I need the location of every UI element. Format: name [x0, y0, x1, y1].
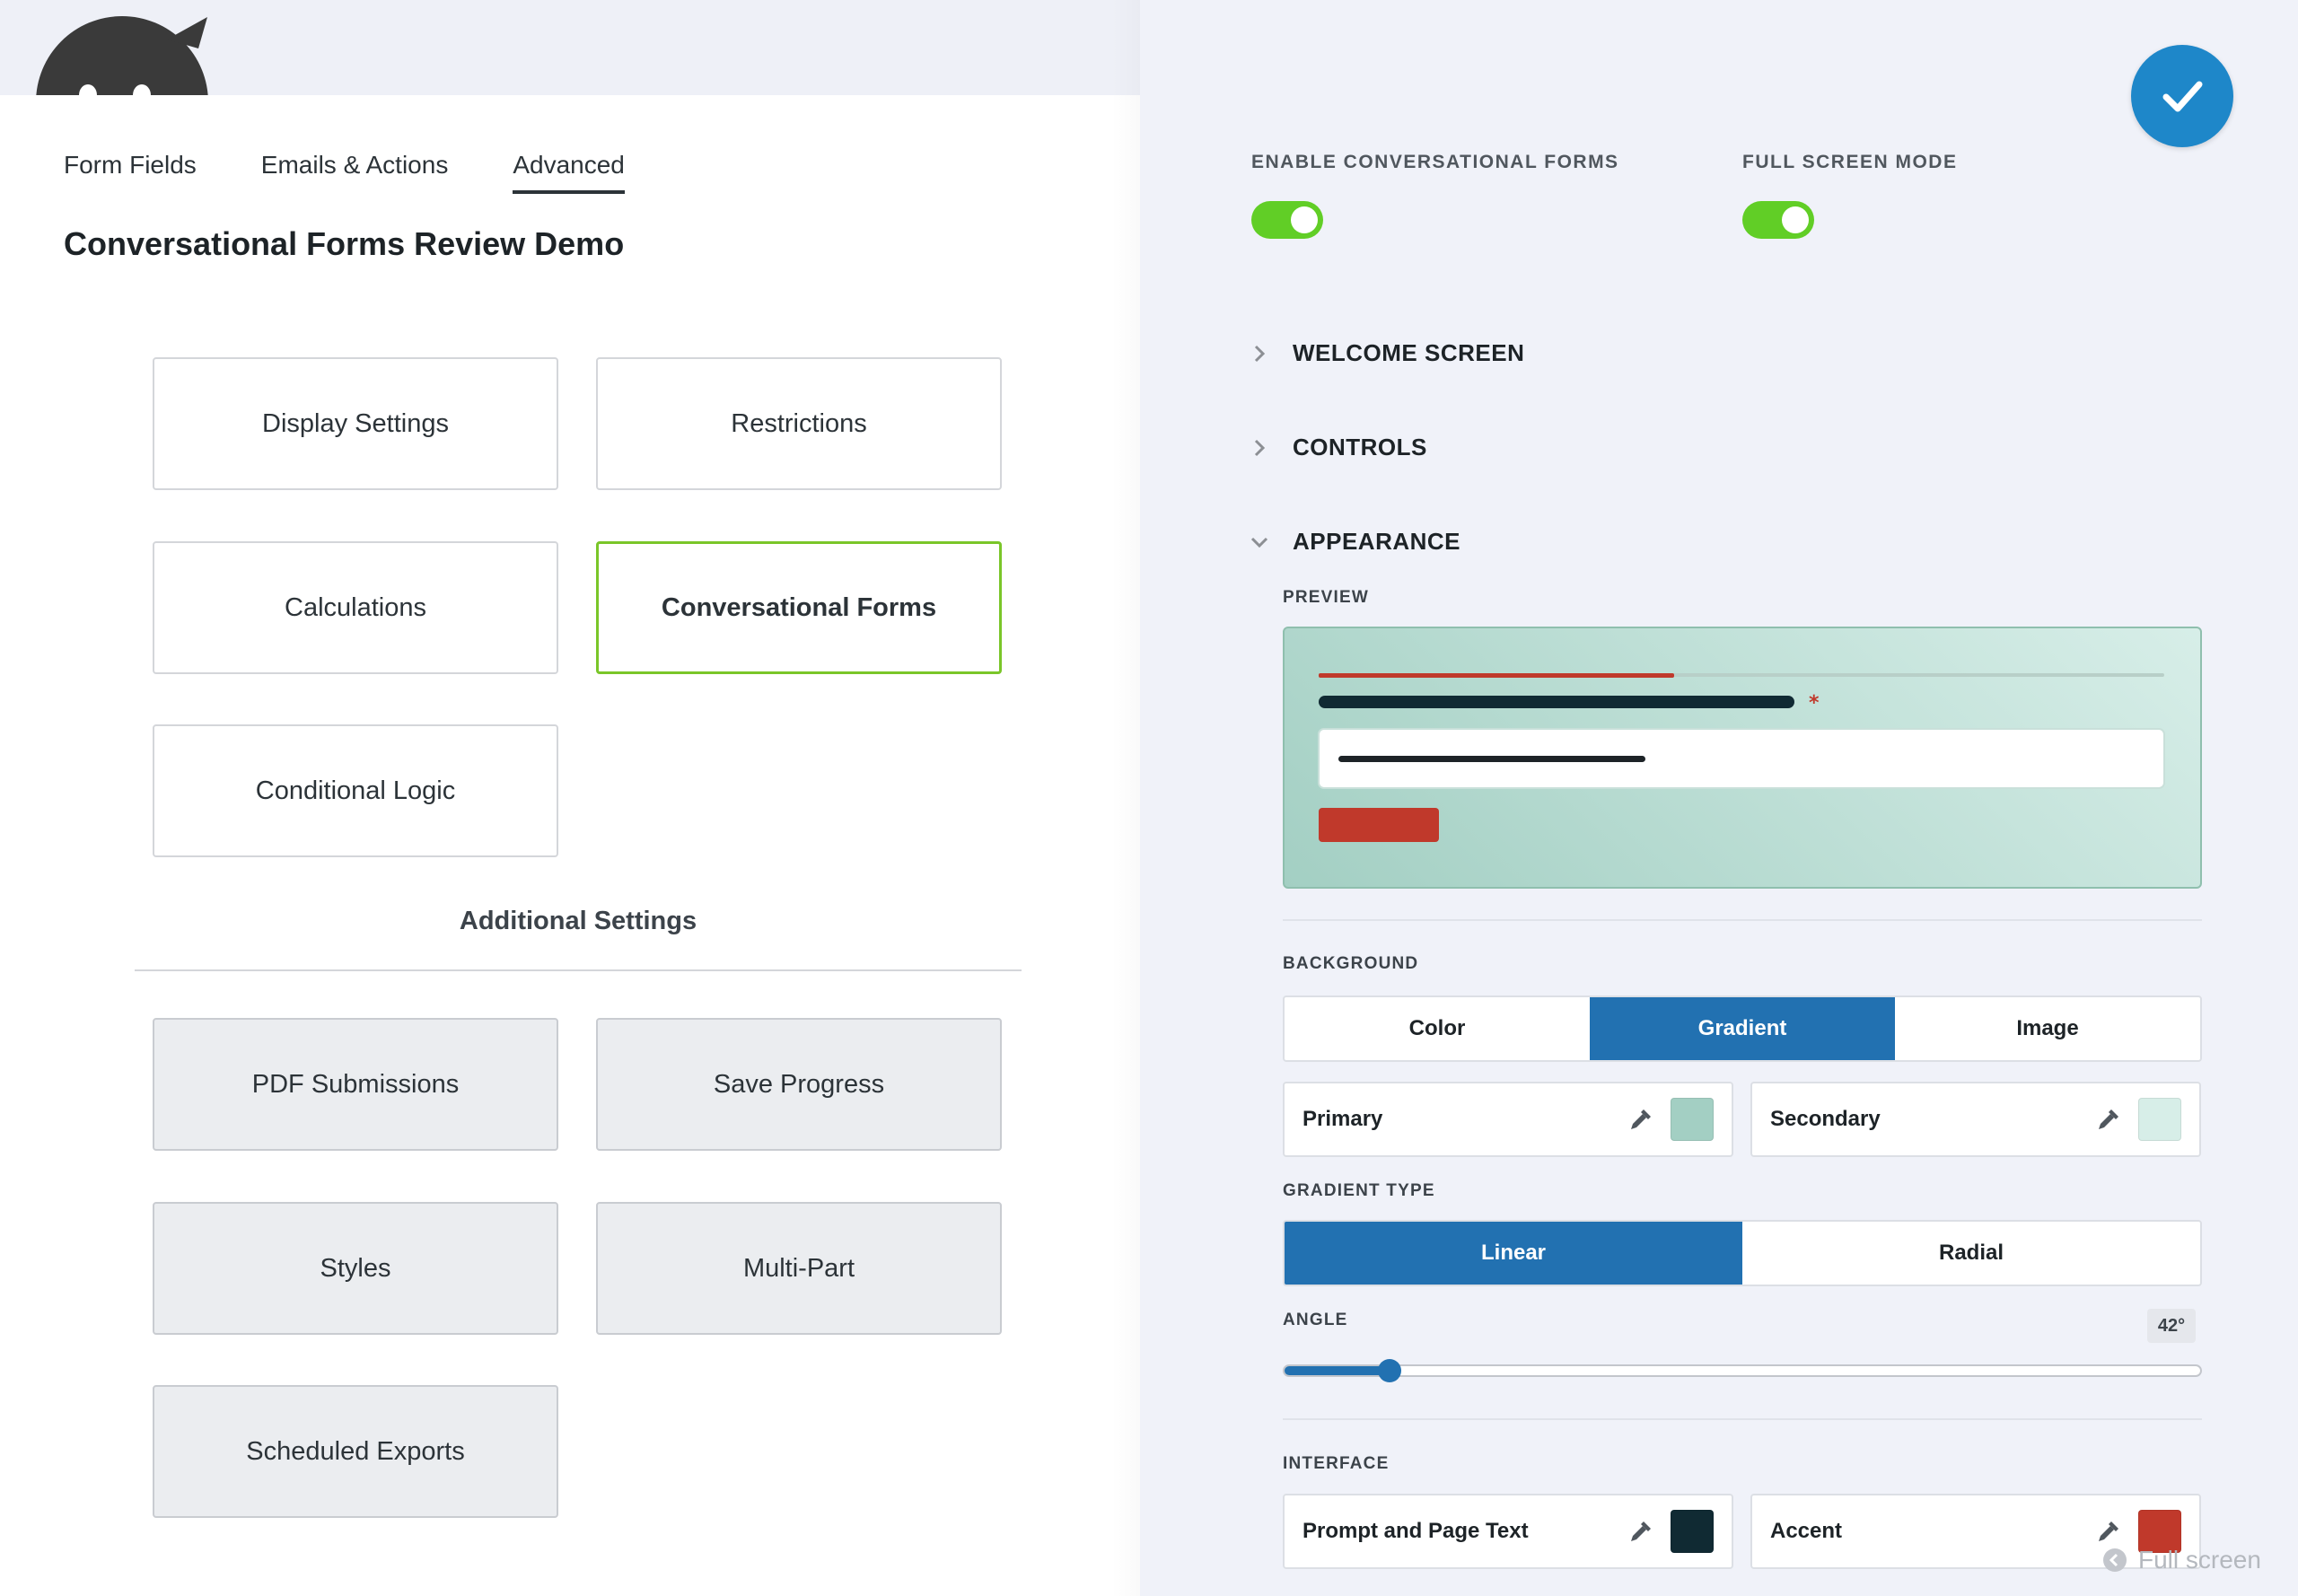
- background-option-gradient[interactable]: Gradient: [1590, 997, 1895, 1060]
- angle-slider-thumb[interactable]: [1378, 1359, 1402, 1382]
- section-label: WELCOME SCREEN: [1293, 339, 1525, 366]
- tab-form-fields[interactable]: Form Fields: [64, 151, 197, 179]
- section-welcome-screen[interactable]: WELCOME SCREEN: [1248, 339, 1524, 367]
- appearance-preview: *: [1283, 627, 2202, 889]
- card-styles[interactable]: Styles: [153, 1202, 558, 1335]
- angle-slider-fill: [1285, 1366, 1391, 1375]
- eyedropper-icon[interactable]: [2095, 1518, 2122, 1545]
- full-screen-mode-toggle[interactable]: [1742, 201, 1814, 239]
- prompt-text-color-swatch[interactable]: [1671, 1510, 1714, 1553]
- background-label: BACKGROUND: [1283, 954, 1419, 973]
- card-multi-part[interactable]: Multi-Part: [596, 1202, 1002, 1335]
- gradient-type-label: GRADIENT TYPE: [1283, 1181, 1435, 1200]
- secondary-color-field[interactable]: Secondary: [1750, 1082, 2201, 1157]
- primary-color-field[interactable]: Primary: [1283, 1082, 1733, 1157]
- eyedropper-icon[interactable]: [1627, 1106, 1654, 1133]
- primary-color-label: Primary: [1302, 1107, 1383, 1131]
- gradient-option-linear[interactable]: Linear: [1285, 1222, 1742, 1285]
- gradient-option-radial[interactable]: Radial: [1938, 1241, 2004, 1265]
- eyedropper-icon[interactable]: [1627, 1518, 1654, 1545]
- card-restrictions[interactable]: Restrictions: [596, 357, 1002, 490]
- page-title: Conversational Forms Review Demo: [64, 225, 625, 262]
- enable-conversational-label: ENABLE CONVERSATIONAL FORMS: [1251, 152, 1619, 172]
- collapse-arrow-icon: [2103, 1548, 2127, 1572]
- prompt-text-color-label: Prompt and Page Text: [1302, 1519, 1529, 1543]
- toggle-knob: [1291, 206, 1318, 233]
- ninja-logo-icon: [32, 13, 212, 95]
- tab-emails-actions[interactable]: Emails & Actions: [260, 151, 449, 179]
- background-option-image[interactable]: Image: [2016, 1016, 2079, 1040]
- full-screen-mode-label: FULL SCREEN MODE: [1742, 152, 1958, 172]
- section-appearance[interactable]: APPEARANCE: [1248, 528, 1460, 556]
- background-option-color[interactable]: Color: [1408, 1016, 1466, 1040]
- prompt-text-color-field[interactable]: Prompt and Page Text: [1283, 1494, 1733, 1569]
- interface-label: INTERFACE: [1283, 1454, 1390, 1473]
- chevron-right-icon: [1254, 345, 1266, 362]
- angle-label: ANGLE: [1283, 1311, 1348, 1329]
- chevron-down-icon: [1250, 537, 1268, 548]
- tab-bar: Form Fields Emails & Actions Advanced: [64, 151, 689, 194]
- accent-color-swatch[interactable]: [2138, 1510, 2181, 1553]
- card-conditional-logic[interactable]: Conditional Logic: [153, 724, 558, 857]
- eyedropper-icon[interactable]: [2095, 1106, 2122, 1133]
- full-screen-hint[interactable]: Full screen: [2102, 1546, 2261, 1574]
- preview-illustration: *: [1318, 673, 2165, 842]
- card-save-progress[interactable]: Save Progress: [596, 1018, 1002, 1151]
- divider: [1283, 1418, 2202, 1420]
- section-label: APPEARANCE: [1293, 528, 1461, 555]
- primary-color-swatch[interactable]: [1671, 1098, 1714, 1141]
- section-controls[interactable]: CONTROLS: [1248, 434, 1427, 461]
- chevron-right-icon: [1254, 439, 1266, 456]
- card-conversational-forms[interactable]: Conversational Forms: [596, 541, 1002, 674]
- divider: [1283, 919, 2202, 921]
- additional-settings-heading: Additional Settings: [459, 907, 697, 935]
- enable-conversational-toggle[interactable]: [1251, 201, 1323, 239]
- card-pdf-submissions[interactable]: PDF Submissions: [153, 1018, 558, 1151]
- section-label: CONTROLS: [1293, 434, 1427, 460]
- checkmark-icon: [2162, 81, 2203, 112]
- full-screen-label: Full screen: [2138, 1546, 2261, 1574]
- secondary-color-swatch[interactable]: [2138, 1098, 2181, 1141]
- tab-advanced[interactable]: Advanced: [513, 151, 625, 194]
- confirm-button[interactable]: [2131, 45, 2233, 147]
- secondary-color-label: Secondary: [1770, 1107, 1881, 1131]
- section-divider: [135, 969, 1022, 971]
- angle-value: 42°: [2147, 1309, 2196, 1343]
- svg-text:*: *: [1809, 692, 1820, 715]
- card-scheduled-exports[interactable]: Scheduled Exports: [153, 1385, 558, 1518]
- preview-label: PREVIEW: [1283, 588, 1370, 607]
- gradient-type-selector: Linear Radial: [1283, 1220, 2202, 1286]
- angle-slider[interactable]: [1283, 1364, 2202, 1377]
- card-calculations[interactable]: Calculations: [153, 541, 558, 674]
- card-display-settings[interactable]: Display Settings: [153, 357, 558, 490]
- background-type-selector: Color Gradient Image: [1283, 995, 2202, 1062]
- accent-color-label: Accent: [1770, 1519, 1843, 1543]
- toggle-knob: [1782, 206, 1809, 233]
